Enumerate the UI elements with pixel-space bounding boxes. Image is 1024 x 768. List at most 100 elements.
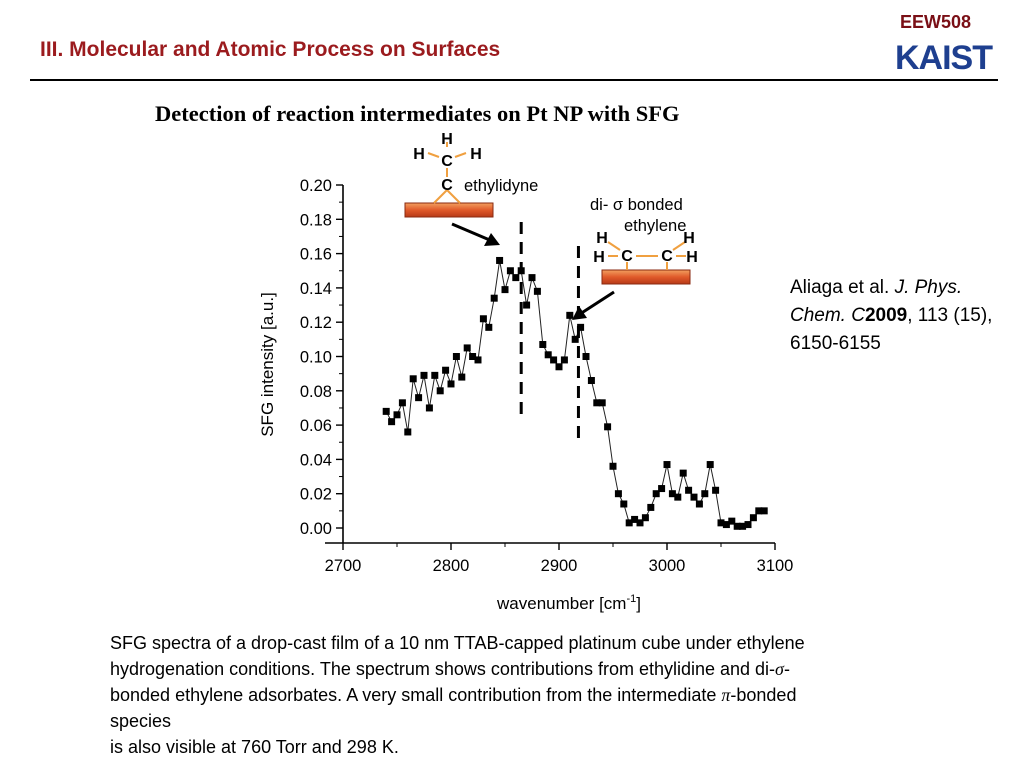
slide-title: Detection of reaction intermediates on P… (155, 101, 680, 126)
di-sigma-arrow (579, 290, 615, 316)
citation-journal: J. Phys. Chem. C (790, 277, 963, 326)
header-divider (30, 79, 998, 81)
y-tick-label: 0.20 (300, 177, 332, 195)
data-point (652, 490, 660, 498)
ethylidyne-arrow (451, 222, 493, 243)
caption-line: hydrogenation conditions. The spectrum s… (110, 659, 790, 679)
data-point (706, 461, 714, 469)
atom-h-label: H (441, 131, 453, 148)
y-tick-label: 0.02 (300, 486, 332, 504)
data-point (760, 507, 768, 515)
data-point (512, 274, 520, 282)
citation-details: , 113 (15), 6150-6155 (790, 305, 993, 354)
data-point (631, 515, 639, 523)
y-tick-label: 0.14 (300, 280, 332, 298)
y-axis-label: SFG intensity [a.u.] (258, 292, 277, 437)
data-point (404, 428, 412, 436)
y-tick-label: 0.08 (300, 383, 332, 401)
di-sigma-label: di- σ bonded (590, 196, 683, 214)
data-point (571, 335, 579, 343)
data-point (641, 514, 649, 522)
data-point (506, 267, 514, 275)
data-point (442, 366, 450, 374)
data-point (382, 407, 390, 415)
ethylidyne-label: ethylidyne (464, 177, 538, 195)
data-point (717, 519, 725, 527)
data-point (496, 256, 504, 264)
data-point (749, 514, 757, 522)
data-point (523, 301, 531, 309)
y-tick-label: 0.00 (300, 520, 332, 538)
data-point (587, 377, 595, 385)
x-axis-label: wavenumber [cm-1] (496, 593, 641, 613)
y-tick-label: 0.10 (300, 349, 332, 367)
x-tick-label: 2800 (433, 557, 470, 575)
data-point (560, 356, 568, 364)
data-point (604, 423, 612, 431)
data-point (436, 387, 444, 395)
data-point (577, 323, 585, 331)
data-point (544, 351, 552, 359)
y-tick-label: 0.04 (300, 451, 332, 469)
citation: Aliaga et al. J. Phys. Chem. C2009, 113 … (790, 274, 1000, 358)
atom-c-label: C (441, 153, 453, 170)
data-point (388, 418, 396, 426)
data-point (474, 356, 482, 364)
y-tick-label: 0.18 (300, 211, 332, 229)
data-point (668, 490, 676, 498)
data-point (733, 522, 741, 530)
bond (446, 189, 461, 204)
y-tick-label: 0.16 (300, 246, 332, 264)
data-point (685, 486, 693, 494)
figure-caption: SFG spectra of a drop-cast film of a 10 … (110, 630, 1010, 760)
section-title: III. Molecular and Atomic Process on Sur… (40, 38, 501, 61)
citation-year: 2009 (864, 305, 908, 326)
caption-line: is also visible at 760 Torr and 298 K. (110, 737, 399, 757)
data-point (679, 469, 687, 477)
sfg-spectrum-chart: 0.00 0.02 0.04 0.06 0.08 0.10 0.12 0.14 0.16 0.18… (258, 131, 793, 613)
data-point (728, 517, 736, 525)
data-point (701, 490, 709, 498)
course-code: EEW508 (900, 12, 972, 32)
data-point (566, 311, 574, 319)
ethylidyne-arrowhead (484, 233, 500, 246)
data-point (452, 353, 460, 360)
atom-c-label: C (661, 248, 673, 265)
pi-symbol: π (721, 685, 731, 705)
data-point (712, 486, 720, 494)
data-point (636, 519, 644, 527)
bond (433, 189, 448, 204)
data-point (485, 323, 493, 331)
data-point (415, 394, 423, 402)
data-point (490, 294, 498, 302)
data-point (695, 500, 703, 508)
di-sigma-arrowhead (572, 306, 587, 320)
bond (427, 152, 440, 158)
data-point (625, 519, 633, 527)
data-point (463, 344, 471, 352)
y-tick-label: 0.12 (300, 314, 332, 332)
caption-line: species (110, 711, 172, 731)
bond (672, 241, 686, 251)
caption-line: SFG spectra of a drop-cast film of a 10 … (110, 633, 805, 653)
caption-line: bonded ethylene adsorbates. A very small… (110, 685, 797, 705)
data-point (479, 315, 487, 323)
data-point (533, 287, 541, 295)
data-point (528, 274, 536, 282)
sigma-symbol: σ (775, 659, 784, 679)
data-point (620, 500, 628, 508)
data-point (744, 521, 752, 529)
atom-h-label: H (683, 230, 695, 247)
atom-h-label: H (596, 230, 608, 247)
data-point (609, 462, 617, 470)
di-sigma-label: ethylene (624, 217, 686, 235)
data-point (739, 522, 747, 530)
data-point (755, 507, 763, 515)
data-point (550, 356, 558, 364)
data-point (393, 411, 401, 419)
data-point (647, 503, 655, 511)
data-point (425, 404, 433, 412)
atom-h-label: H (413, 146, 425, 163)
data-point (539, 340, 547, 348)
